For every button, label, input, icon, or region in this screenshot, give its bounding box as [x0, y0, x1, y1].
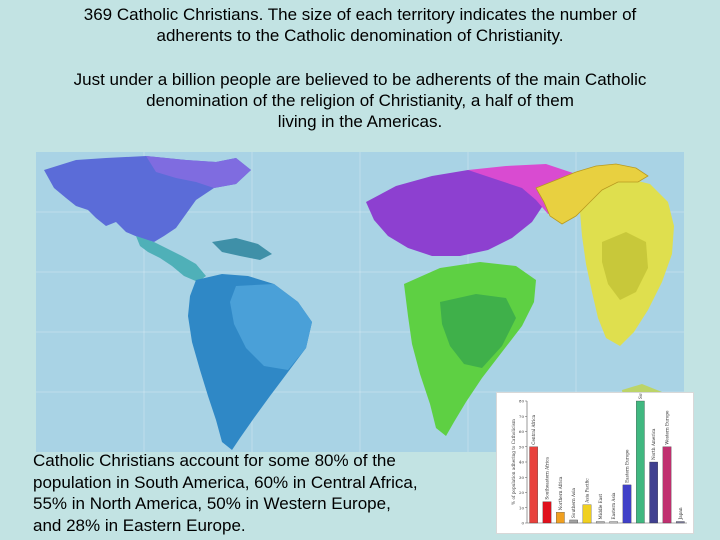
y-tick-label: 20 — [519, 490, 525, 495]
bar-label: Southern Asia — [571, 487, 576, 517]
bar-chart: 0 10 20 30 40 50 60 70 80 % of population adherin… — [511, 367, 687, 526]
bar-label: North America — [651, 428, 656, 460]
region-philippines — [602, 232, 648, 300]
bar-label: Eastern Asia — [611, 492, 616, 519]
bar-label: Asia Pacific — [585, 478, 590, 504]
y-tick-label: 10 — [519, 505, 525, 510]
caption-line-1: Catholic Christians account for some 80%… — [33, 451, 396, 470]
bar-label: Central Africa — [531, 414, 536, 444]
bar-label: South America — [638, 393, 643, 399]
map-title: Catholic Christians — [116, 5, 259, 24]
y-tick-label: 30 — [519, 475, 525, 480]
bar — [542, 501, 552, 524]
description-line-3: living in the Americas. — [277, 112, 443, 131]
y-tick-label: 70 — [519, 414, 525, 419]
bar-label: Southeastern Africa — [545, 457, 550, 500]
bar-label: Northern Africa — [558, 476, 563, 510]
region-eurasia-link — [535, 163, 649, 225]
map-number: 369 — [83, 5, 113, 24]
bar — [529, 446, 538, 524]
y-axis-label: % of population adhering to Catholicism — [511, 419, 516, 505]
region-caribbean — [212, 238, 272, 260]
bar — [662, 446, 672, 524]
region-central-africa — [440, 294, 516, 368]
title-subtitle-line2: adherents to the Catholic denomination o… — [156, 26, 564, 45]
bar — [636, 400, 645, 524]
bar — [569, 519, 578, 524]
bar — [676, 521, 685, 524]
bar — [556, 512, 565, 524]
bar — [582, 504, 592, 524]
y-tick-label: 80 — [519, 399, 525, 404]
region-canada-north — [146, 156, 251, 188]
header: 369 Catholic Christians. The size of eac… — [0, 4, 720, 132]
bar-label: Middle East — [598, 494, 603, 520]
caption-line-2: population in South America, 60% in Cent… — [33, 472, 418, 492]
bar-label: Western Europe — [665, 410, 670, 445]
y-tick-label: 0 — [521, 521, 524, 526]
bar — [649, 461, 658, 524]
bar — [622, 484, 632, 524]
bar-label: Eastern Europe — [625, 449, 630, 483]
caption: Catholic Christians account for some 80%… — [33, 450, 463, 536]
y-tick-label: 60 — [519, 429, 525, 434]
title-subtitle: . The size of each territory indicates t… — [258, 5, 637, 24]
caption-line-3: 55% in North America, 50% in Western Eur… — [33, 494, 391, 513]
bar-chart-panel: 0 10 20 30 40 50 60 70 80 % of population adherin… — [496, 367, 694, 534]
bar — [596, 521, 605, 524]
region-brazil — [230, 284, 312, 370]
title-line: 369 Catholic Christians. The size of eac… — [0, 4, 720, 25]
cartogram-map — [36, 152, 684, 452]
description-line-2: denomination of the religion of Christia… — [146, 91, 574, 110]
region-central-america — [136, 236, 206, 282]
region-western-europe — [366, 170, 544, 256]
bar-label: Japan — [678, 507, 683, 520]
description-line-1: Just under a billion people are believed… — [73, 70, 647, 89]
caption-line-4: and 28% in Eastern Europe. — [33, 515, 246, 535]
y-tick-label: 50 — [519, 444, 525, 449]
y-tick-label: 40 — [519, 460, 525, 465]
bar — [609, 521, 618, 524]
